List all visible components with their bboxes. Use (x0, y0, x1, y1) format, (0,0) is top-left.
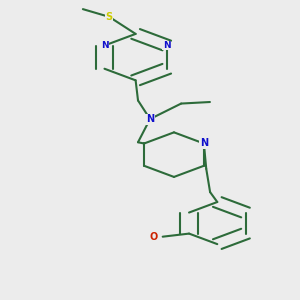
Text: N: N (146, 114, 154, 124)
Text: N: N (101, 41, 108, 50)
Text: O: O (150, 232, 158, 242)
Text: N: N (200, 139, 208, 148)
Text: N: N (163, 41, 171, 50)
Text: S: S (106, 12, 113, 22)
